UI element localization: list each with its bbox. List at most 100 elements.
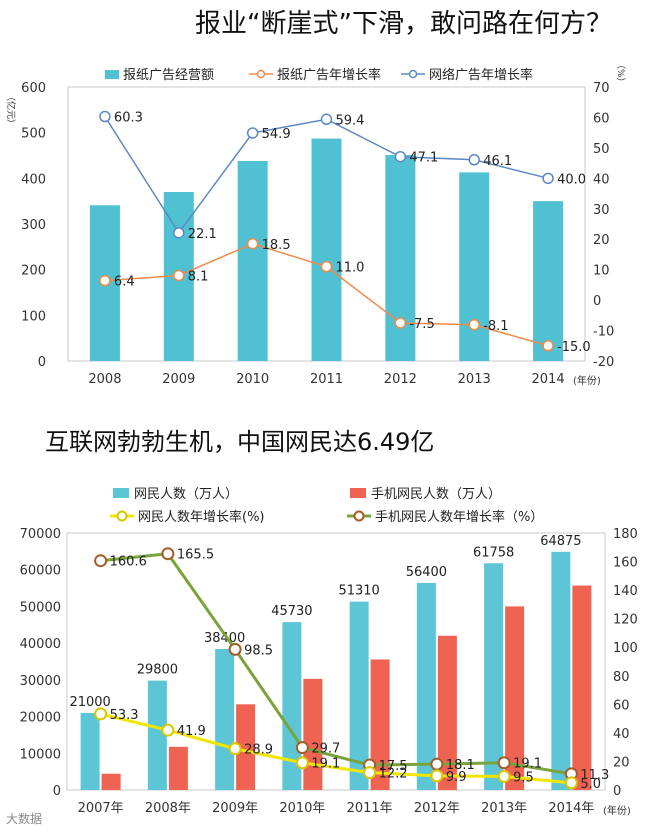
y-left-tick-label: 10000 <box>20 747 61 762</box>
line-marker <box>161 547 175 561</box>
y-right-tick-label: 60 <box>593 111 610 126</box>
bar-value-label: 56400 <box>406 565 447 580</box>
y-left-tick-label: 300 <box>21 218 46 233</box>
data-label: 9.5 <box>513 770 534 785</box>
x-tick-label: 2009年 <box>212 801 258 816</box>
bar-internet-users <box>349 601 369 790</box>
x-tick-label: 2013 <box>458 372 491 387</box>
legend-label: 手机网民人数年增长率（%） <box>375 509 543 525</box>
bar-mobile-users <box>168 746 188 790</box>
y-left-tick-label: 20000 <box>20 711 61 726</box>
data-label: -8.1 <box>483 319 508 334</box>
legend-swatch-bar <box>105 70 119 79</box>
bar-value-label: 21000 <box>69 695 110 710</box>
x-tick-label: 2011年 <box>347 801 393 816</box>
legend-marker <box>408 69 418 79</box>
internet-users-chart: 互联网勃勃生机，中国网民达6.49亿 0 10000 20000 30000 40000 5… <box>20 428 638 817</box>
data-label: 19.1 <box>311 757 340 772</box>
y-left-tick-label: 400 <box>21 172 46 187</box>
y-right-tick-label: 100 <box>613 641 638 656</box>
line-marker <box>246 127 259 139</box>
line-internet-growth <box>100 712 572 785</box>
x-axis-unit: (年份) <box>603 804 631 817</box>
line-marker <box>363 766 377 780</box>
line-marker <box>99 110 111 123</box>
line-marker <box>394 317 407 329</box>
legend-label: 网民人数（万人） <box>134 487 238 502</box>
x-tick-label: 2008 <box>88 372 121 387</box>
legend-marker <box>116 510 128 522</box>
legend-label: 报纸广告年增长率 <box>277 67 381 83</box>
bar-mobile-users <box>505 606 525 790</box>
data-label: 165.5 <box>177 548 214 563</box>
data-label: 29.7 <box>311 742 340 757</box>
bar-mobile-users <box>303 678 323 790</box>
x-tick-label: 2012 <box>384 372 417 387</box>
x-tick-label: 2014年 <box>548 801 594 816</box>
x-tick-label: 2008年 <box>145 801 191 816</box>
bar-newspaper-revenue <box>533 201 564 361</box>
line-marker <box>173 227 185 239</box>
data-label: 46.1 <box>483 154 512 169</box>
y-right-tick-label: 180 <box>613 527 638 542</box>
newspaper-ad-chart: 报业“断崖式”下滑，敢问路在何方？0100200300400500600-20-… <box>5 9 626 387</box>
data-label: 18.1 <box>446 758 475 773</box>
data-label: -7.5 <box>409 317 434 332</box>
x-tick-label: 2012年 <box>414 801 460 816</box>
data-label: 8.1 <box>188 269 209 284</box>
bar-value-label: 61758 <box>473 545 514 560</box>
data-label: 5.0 <box>580 777 601 792</box>
line-marker <box>320 113 333 126</box>
y-left-tick-label: 0 <box>38 355 46 370</box>
line-marker <box>295 756 309 770</box>
y-right-tick-label: 160 <box>613 556 638 571</box>
x-axis-unit: (年份) <box>573 374 601 387</box>
bar-mobile-users <box>437 635 457 790</box>
x-tick-label: 2014 <box>532 372 565 387</box>
data-label: 47.1 <box>409 151 438 166</box>
bar-value-label: 38400 <box>204 631 245 646</box>
y-left-tick-label: 30000 <box>20 674 61 689</box>
legend-swatch-bar <box>350 488 366 498</box>
data-label: 17.5 <box>379 759 408 774</box>
bar-internet-users <box>484 563 504 790</box>
y-right-tick-label: 140 <box>613 584 638 599</box>
y-left-tick-label: 0 <box>53 784 61 799</box>
data-label: 40.0 <box>557 172 586 187</box>
line-marker <box>542 172 554 185</box>
data-label: 98.5 <box>244 643 273 658</box>
y-right-tick-label: 40 <box>613 727 630 742</box>
y-right-tick-label: -20 <box>593 355 614 370</box>
y-left-tick-label: 600 <box>21 81 46 96</box>
y-right-tick-label: 80 <box>613 670 630 685</box>
legend-label: 网络广告年增长率 <box>429 67 533 83</box>
data-label: -15.0 <box>557 340 591 355</box>
bar-value-label: 29800 <box>137 663 178 678</box>
line-marker <box>468 319 480 331</box>
bar-internet-users <box>416 582 436 790</box>
line-marker <box>497 769 511 783</box>
bar-value-label: 45730 <box>271 604 312 619</box>
data-label: 54.9 <box>262 127 291 142</box>
y-left-tick-label: 500 <box>21 127 46 142</box>
line-marker <box>246 238 259 250</box>
legend-label: 网民人数年增长率(%) <box>138 509 265 525</box>
y-right-tick-label: 60 <box>613 698 630 713</box>
y-right-tick-label: 120 <box>613 613 638 628</box>
line-marker <box>295 741 309 755</box>
line-marker <box>161 723 175 737</box>
line-marker <box>173 269 185 282</box>
y-left-axis-label: （亿元） <box>5 92 17 128</box>
bar-mobile-users <box>370 659 390 790</box>
bar-newspaper-revenue <box>311 138 342 361</box>
legend-label: 手机网民人数（万人） <box>371 487 501 502</box>
data-label: 60.3 <box>114 111 143 126</box>
data-label: 6.4 <box>114 275 135 290</box>
data-label: 18.5 <box>262 238 291 253</box>
y-left-tick-label: 60000 <box>20 564 61 579</box>
line-marker <box>94 554 108 568</box>
bar-mobile-users <box>101 773 121 790</box>
bar-internet-users <box>551 551 571 790</box>
legend-marker <box>353 510 365 522</box>
data-label: 11.3 <box>580 768 609 783</box>
